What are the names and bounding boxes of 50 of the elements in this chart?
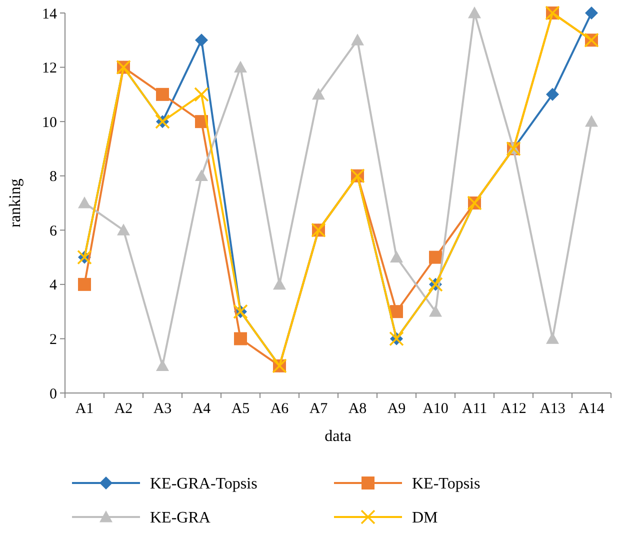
legend-label: KE-GRA-Topsis [150, 476, 258, 493]
point [312, 88, 325, 100]
point [273, 278, 286, 290]
legend-label: KE-GRA [150, 510, 211, 527]
x-tick-label: A5 [231, 401, 250, 417]
point [234, 332, 247, 346]
x-tick-label: A4 [192, 401, 212, 417]
x-tick-label: A13 [540, 401, 566, 417]
x-tick-label: A11 [462, 401, 488, 417]
point [585, 115, 598, 127]
y-tick-label: 4 [50, 278, 58, 294]
y-tick-label: 8 [50, 169, 57, 186]
y-axis-title: ranking [7, 178, 24, 228]
point [546, 332, 559, 344]
point [546, 88, 559, 101]
point [429, 305, 442, 317]
point [194, 87, 209, 102]
point [351, 34, 364, 46]
point [78, 278, 91, 291]
x-tick-label: A9 [387, 401, 406, 417]
y-tick-label: 6 [50, 223, 58, 240]
y-tick-label: 12 [42, 60, 57, 77]
x-tick-label: A14 [578, 401, 605, 417]
x-axis-title: data [324, 428, 352, 445]
x-tick-label: A12 [500, 401, 526, 417]
x-tick-label: A7 [309, 401, 328, 417]
x-tick-label: A6 [270, 401, 290, 417]
y-tick-label: 0 [50, 386, 57, 402]
point [117, 224, 130, 236]
point [234, 60, 247, 72]
y-tick-label: 14 [42, 6, 58, 22]
y-tick-label: 10 [42, 114, 57, 131]
y-tick-label: 2 [50, 332, 57, 348]
point [429, 250, 442, 264]
x-tick-label: A2 [114, 401, 133, 417]
point [195, 34, 208, 47]
point [390, 250, 403, 262]
point [156, 359, 169, 372]
point [195, 169, 208, 182]
x-tick-label: A1 [75, 401, 94, 417]
point [78, 196, 91, 208]
x-tick-label: A8 [348, 401, 367, 417]
legend-label: KE-Topsis [412, 476, 480, 493]
x-tick-label: A10 [422, 401, 448, 417]
point [585, 6, 598, 20]
legend-label: DM [412, 510, 438, 527]
point [390, 305, 403, 318]
point [156, 88, 169, 101]
point [468, 6, 481, 18]
x-tick-label: A3 [153, 401, 172, 417]
